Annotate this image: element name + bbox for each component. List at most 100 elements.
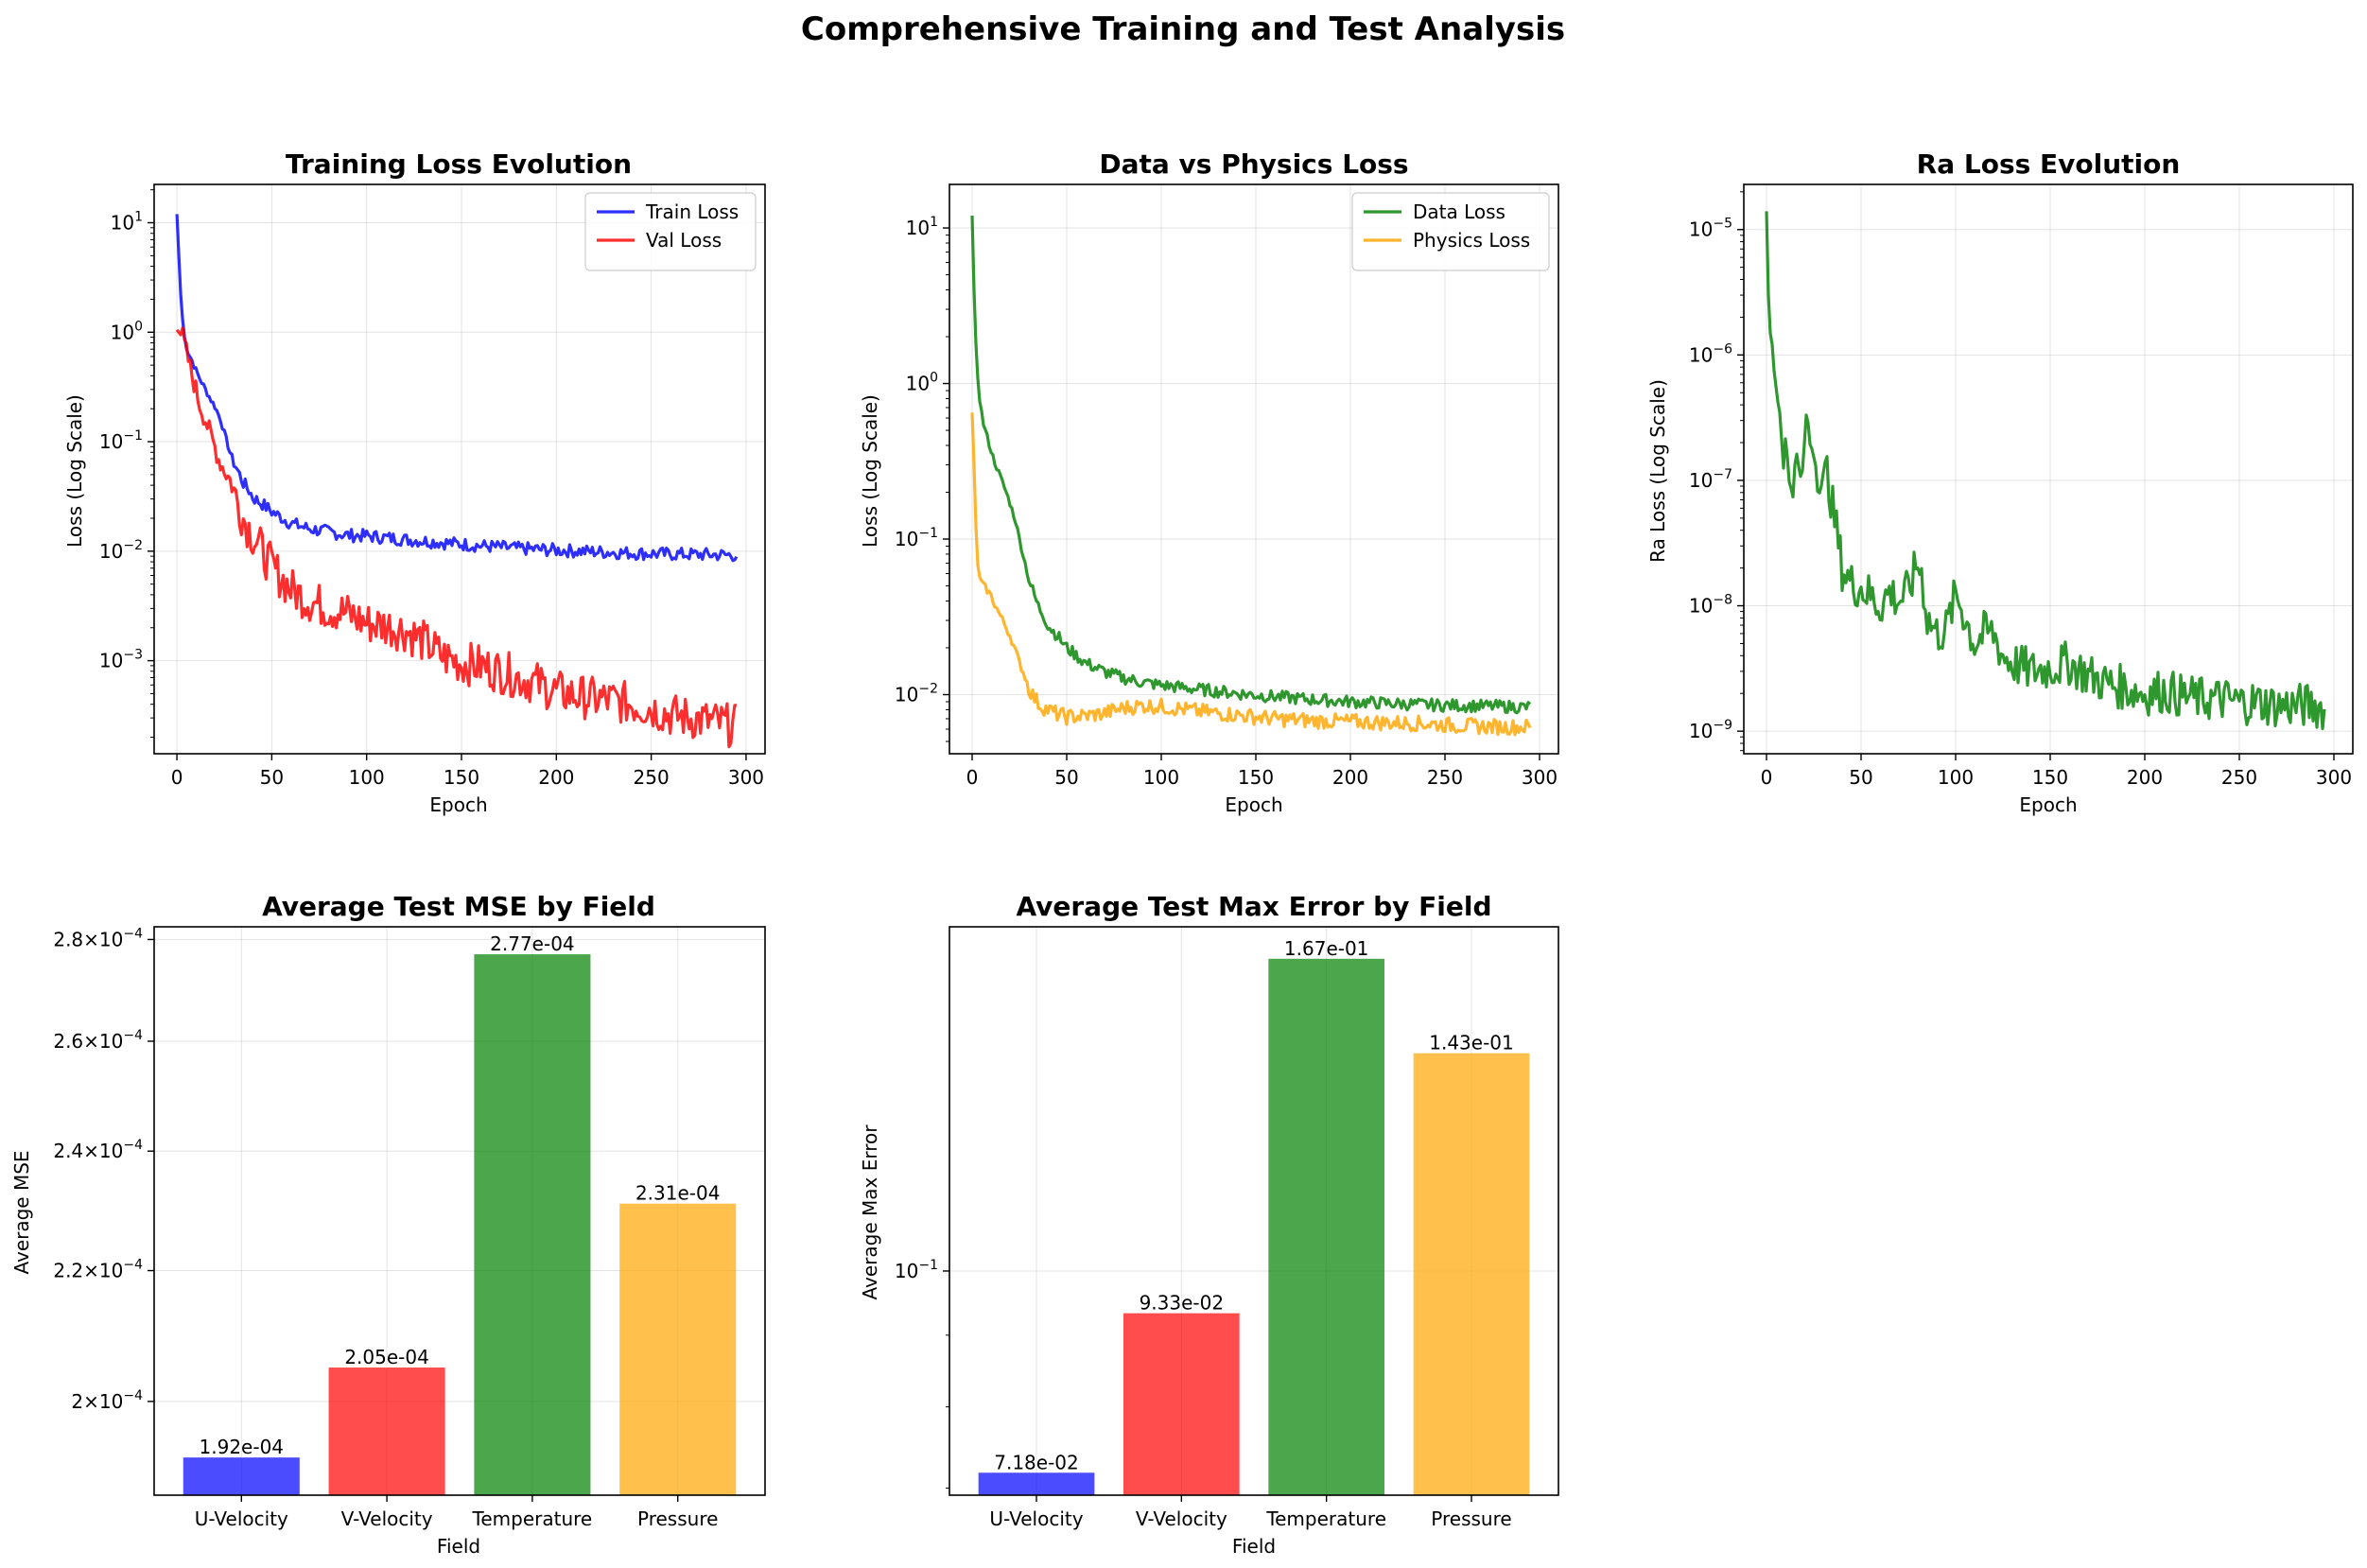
figure-title: Comprehensive Training and Test Analysis <box>801 10 1565 48</box>
bar-v-velocity <box>328 1368 445 1495</box>
y-tick-label: 10−9 <box>1689 718 1732 742</box>
bar-value-label: 1.67e-01 <box>1284 937 1369 960</box>
y-axis-label: Loss (Log Scale) <box>859 394 881 548</box>
bar-temperature <box>1268 958 1384 1495</box>
y-axis-label: Average Max Error <box>859 1124 881 1300</box>
y-axis-label: Loss (Log Scale) <box>63 394 86 548</box>
x-axis-label: Epoch <box>2019 793 2077 816</box>
x-tick-label: U-Velocity <box>195 1507 288 1530</box>
axes-frame <box>153 183 766 755</box>
bar-value-label: 9.33e-02 <box>1140 1292 1225 1315</box>
axes-frame <box>949 926 1559 1496</box>
bar-value-label: 1.43e-01 <box>1429 1032 1514 1054</box>
plot-area: 7.18e-02 9.33e-02 1.67e-01 1.43e-01 U-Veloci… <box>895 926 1559 1530</box>
legend: Data Loss Physics Loss <box>1351 192 1550 271</box>
chart-data-vs-physics: Data vs Physics Loss 0 50 100 150 200 250 300 1… <box>859 148 1559 816</box>
x-axis-label: Epoch <box>429 793 487 816</box>
y-tick-label: 10−8 <box>1689 593 1732 618</box>
legend: Train Loss Val Loss <box>584 192 757 271</box>
chart-title: Ra Loss Evolution <box>1917 148 2181 180</box>
bar-u-velocity <box>183 1457 300 1495</box>
legend-label: Val Loss <box>646 229 722 252</box>
legend-label: Physics Loss <box>1413 229 1530 252</box>
y-tick-label: 10−2 <box>895 681 938 706</box>
x-tick-label: 50 <box>260 766 284 789</box>
plot-area: 1.92e-04 2.05e-04 2.77e-04 2.31e-04 U-Veloci… <box>53 926 766 1530</box>
bar-value-label: 2.05e-04 <box>344 1346 429 1368</box>
bar-u-velocity <box>978 1472 1095 1495</box>
bar-pressure <box>1413 1053 1530 1495</box>
x-tick-label: 200 <box>538 766 574 789</box>
chart-training-loss: Training Loss Evolution 0 50 100 150 200 250 3… <box>63 148 766 816</box>
x-axis-label: Epoch <box>1225 793 1282 816</box>
y-tick-label: 10−6 <box>1689 341 1732 366</box>
y-tick-label: 2.8×10−4 <box>53 926 143 950</box>
bar-pressure <box>619 1203 737 1495</box>
chart-title: Data vs Physics Loss <box>1099 148 1408 180</box>
x-tick-label: 300 <box>2316 766 2352 789</box>
series-line-physics-loss <box>970 412 1532 737</box>
axes-frame <box>1743 183 2354 755</box>
series-line-train-loss <box>175 214 739 563</box>
chart-test-mse: Average Test MSE by Field 1.92e-04 2.05e-… <box>10 891 766 1558</box>
y-tick-label: 2.4×10−4 <box>53 1138 143 1162</box>
chart-test-max-error: Average Test Max Error by Field 7.18e-02… <box>859 891 1559 1558</box>
y-tick-label: 100 <box>906 371 938 395</box>
bar-value-label: 2.77e-04 <box>490 932 575 955</box>
series-line-data-loss <box>970 215 1532 715</box>
x-tick-label: V-Velocity <box>1136 1507 1227 1530</box>
chart-ra-loss: Ra Loss Evolution 0 50 100 150 200 250 300 10−5… <box>1646 148 2354 816</box>
plot-area: 0 50 100 150 200 250 300 101 100 10−1 10−2 Data Los… <box>895 183 1559 789</box>
x-tick-label: 200 <box>1332 766 1368 789</box>
y-tick-label: 101 <box>111 210 143 235</box>
x-axis-label: Field <box>437 1535 480 1558</box>
y-tick-label: 10−1 <box>895 1258 938 1282</box>
bar-temperature <box>474 954 591 1495</box>
x-tick-label: 200 <box>2127 766 2163 789</box>
x-tick-label: 150 <box>1238 766 1274 789</box>
y-tick-label: 2×10−4 <box>71 1388 143 1413</box>
y-tick-label: 10−5 <box>1689 217 1732 241</box>
x-tick-label: 100 <box>349 766 385 789</box>
x-tick-label: 0 <box>966 766 979 789</box>
legend-label: Train Loss <box>645 200 739 223</box>
x-tick-label: 150 <box>2032 766 2068 789</box>
x-tick-label: 100 <box>1143 766 1179 789</box>
y-tick-label: 10−1 <box>895 526 938 550</box>
chart-title: Average Test MSE by Field <box>262 891 655 922</box>
bar-value-label: 1.92e-04 <box>200 1436 285 1458</box>
y-tick-label: 100 <box>111 319 143 343</box>
y-tick-label: 2.6×10−4 <box>53 1028 143 1053</box>
y-tick-label: 10−2 <box>99 538 143 563</box>
x-tick-label: 50 <box>1849 766 1872 789</box>
bar-value-label: 2.31e-04 <box>635 1182 721 1205</box>
x-tick-label: 0 <box>171 766 183 789</box>
y-tick-label: 10−7 <box>1689 467 1732 492</box>
x-tick-label: 300 <box>728 766 764 789</box>
x-tick-label: Temperature <box>1265 1507 1386 1530</box>
x-axis-label: Field <box>1232 1535 1276 1558</box>
x-tick-label: 0 <box>1761 766 1773 789</box>
y-tick-label: 10−1 <box>99 428 143 453</box>
axes-frame <box>153 926 766 1496</box>
axes-frame <box>949 183 1559 755</box>
y-tick-label: 10−3 <box>99 648 143 672</box>
x-tick-label: 250 <box>1427 766 1463 789</box>
series-line-val-loss <box>175 326 737 749</box>
bar-value-label: 7.18e-02 <box>994 1451 1079 1473</box>
x-tick-label: 100 <box>1938 766 1974 789</box>
x-tick-label: U-Velocity <box>989 1507 1083 1530</box>
x-tick-label: Pressure <box>637 1507 718 1530</box>
x-tick-label: 150 <box>444 766 479 789</box>
y-axis-label: Average MSE <box>10 1150 33 1274</box>
legend-label: Data Loss <box>1413 200 1505 223</box>
y-tick-label: 101 <box>906 215 938 239</box>
x-tick-label: V-Velocity <box>341 1507 433 1530</box>
series-line-ra-loss <box>1765 211 2326 731</box>
bar-v-velocity <box>1123 1313 1240 1495</box>
plot-area: 0 50 100 150 200 250 300 10−5 10−6 10−7 10−8 10−9 <box>1689 183 2354 789</box>
chart-title: Average Test Max Error by Field <box>1016 891 1491 922</box>
x-tick-label: 300 <box>1522 766 1558 789</box>
y-axis-label: Ra Loss (Log Scale) <box>1646 379 1669 563</box>
